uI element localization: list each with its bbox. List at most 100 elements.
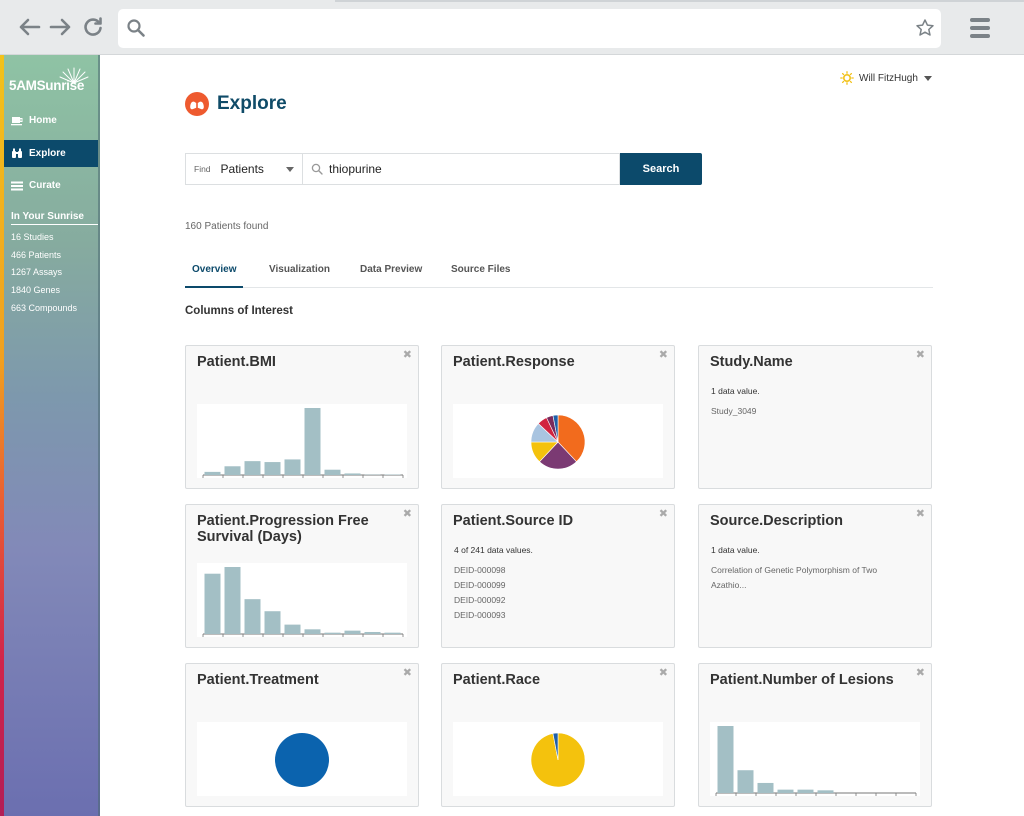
card-value: DEID-000098 — [454, 565, 506, 575]
pie-slice — [552, 732, 559, 761]
binoculars-icon — [11, 148, 23, 160]
column-card[interactable]: Patient.Source ID ✖ 4 of 241 data values… — [441, 504, 675, 648]
tab-source-files[interactable]: Source Files — [451, 264, 511, 275]
user-name: Will FitzHugh — [859, 72, 918, 84]
entity-select-value: Patients — [220, 162, 264, 176]
user-menu[interactable]: Will FitzHugh — [840, 71, 932, 85]
close-icon[interactable]: ✖ — [402, 508, 412, 520]
column-card[interactable]: Patient.Treatment ✖ — [185, 663, 419, 807]
sidebar-item-label: Home — [29, 115, 57, 126]
sidebar-stat-compounds[interactable]: 663 Compounds — [11, 303, 78, 313]
pie-chart — [275, 733, 329, 787]
bar — [244, 599, 261, 634]
card-chart — [710, 722, 920, 796]
column-card[interactable]: Patient.Number of Lesions ✖ — [698, 663, 932, 807]
bar — [204, 471, 221, 475]
column-card[interactable]: Patient.Progression Free Survival (Days)… — [185, 504, 419, 648]
card-title: Source.Description — [710, 513, 843, 529]
close-icon[interactable]: ✖ — [658, 667, 668, 679]
sunrise-logo-icon — [59, 67, 89, 84]
bar — [344, 473, 361, 475]
card-title: Patient.BMI — [197, 354, 276, 370]
bar — [224, 466, 241, 475]
close-icon[interactable]: ✖ — [658, 508, 668, 520]
results-count: 160 Patients found — [185, 221, 269, 232]
back-arrow-icon[interactable] — [16, 14, 42, 40]
pie-chart — [530, 732, 586, 788]
chevron-down-icon — [923, 75, 932, 81]
sidebar-heading: In Your Sunrise — [11, 211, 98, 225]
bar — [264, 611, 281, 634]
card-title: Patient.Source ID — [453, 513, 574, 529]
card-chart — [453, 722, 663, 796]
card-value: DEID-000092 — [454, 595, 506, 605]
tab-visualization[interactable]: Visualization — [269, 264, 330, 275]
column-card[interactable]: Patient.Response ✖ — [441, 345, 675, 489]
sidebar-stat-assays[interactable]: 1267 Assays — [11, 267, 63, 277]
close-icon[interactable]: ✖ — [915, 667, 925, 679]
tab-strip — [335, 0, 1024, 2]
close-icon[interactable]: ✖ — [658, 349, 668, 361]
card-note: 4 of 241 data values. — [454, 545, 533, 555]
section-title: Columns of Interest — [185, 305, 293, 317]
bar — [304, 629, 321, 634]
bar — [737, 770, 754, 793]
column-card[interactable]: Patient.BMI ✖ — [185, 345, 419, 489]
bar-chart — [202, 567, 404, 637]
sidebar-item-curate[interactable]: Curate — [4, 172, 98, 199]
card-chart — [197, 722, 407, 796]
forward-arrow-icon[interactable] — [48, 14, 74, 40]
column-card[interactable]: Source.Description ✖ 1 data value. Corre… — [698, 504, 932, 648]
close-icon[interactable]: ✖ — [402, 667, 412, 679]
bar — [757, 782, 774, 793]
star-icon[interactable] — [915, 18, 935, 43]
tab-bar: Overview Visualization Data Preview Sour… — [185, 258, 933, 288]
entity-select[interactable]: Find Patients — [185, 153, 303, 185]
sidebar — [0, 55, 100, 816]
sidebar-stat-patients[interactable]: 466 Patients — [11, 250, 62, 260]
sidebar-item-label: Curate — [29, 180, 61, 191]
search-input-value: thiopurine — [329, 162, 382, 176]
bar — [324, 469, 341, 475]
card-value: Correlation of Genetic Polymorphism of T… — [711, 565, 878, 590]
search-input[interactable]: thiopurine — [303, 153, 620, 185]
card-chart — [197, 404, 407, 478]
bar — [384, 632, 401, 634]
pie-slice — [557, 414, 586, 463]
pie-slice — [275, 733, 329, 787]
bar-chart — [715, 726, 917, 796]
brand-logo[interactable]: 5AMSunrise — [9, 67, 91, 96]
address-bar[interactable] — [118, 9, 941, 48]
bar — [244, 461, 261, 475]
tab-overview[interactable]: Overview — [185, 264, 244, 288]
card-chart — [453, 404, 663, 478]
sidebar-stat-studies[interactable]: 16 Studies — [11, 232, 54, 242]
menu-icon[interactable] — [966, 16, 994, 40]
column-card[interactable]: Study.Name ✖ 1 data value. Study_3049 — [698, 345, 932, 489]
close-icon[interactable]: ✖ — [915, 349, 925, 361]
card-value: DEID-000099 — [454, 580, 506, 590]
sun-avatar-icon — [840, 71, 854, 85]
bar — [304, 408, 321, 475]
sidebar-item-label: Explore — [29, 148, 66, 159]
sidebar-divider — [98, 55, 100, 816]
search-button[interactable]: Search — [620, 153, 702, 185]
card-chart — [197, 563, 407, 637]
tab-data-preview[interactable]: Data Preview — [360, 264, 423, 275]
sidebar-stat-genes[interactable]: 1840 Genes — [11, 285, 61, 295]
close-icon[interactable]: ✖ — [402, 349, 412, 361]
sidebar-item-explore[interactable]: Explore — [4, 140, 98, 167]
bar — [264, 462, 281, 475]
bar — [344, 630, 361, 634]
bar — [324, 632, 341, 634]
sidebar-item-home[interactable]: Home — [4, 107, 98, 134]
close-icon[interactable]: ✖ — [915, 508, 925, 520]
card-title: Study.Name — [710, 354, 793, 370]
bar — [777, 789, 794, 793]
home-icon — [11, 115, 23, 127]
reload-icon[interactable] — [80, 14, 106, 40]
column-card[interactable]: Patient.Race ✖ — [441, 663, 675, 807]
sidebar-accent-stripe — [0, 55, 4, 816]
card-title: Patient.Progression Free Survival (Days) — [197, 513, 369, 545]
page-title: Explore — [217, 93, 287, 114]
